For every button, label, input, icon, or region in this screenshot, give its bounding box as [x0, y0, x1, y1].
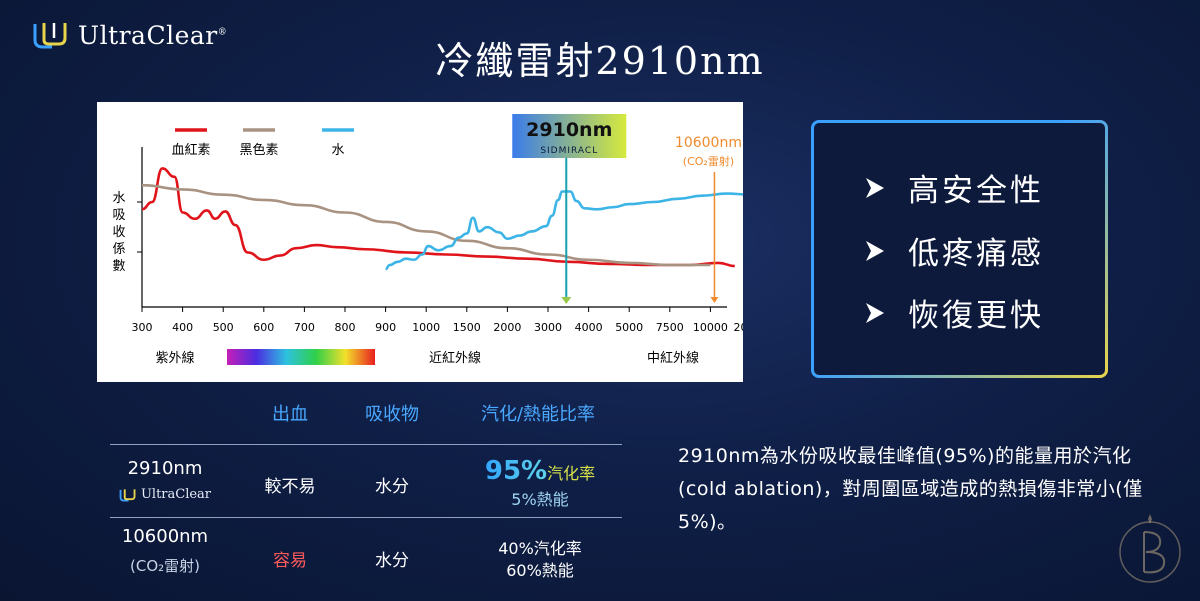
x-tick-label: 800 [335, 321, 356, 334]
chevron-right-icon [866, 302, 884, 323]
legend-label: 黑色素 [239, 142, 278, 158]
spectrum-label: 中紅外線 [647, 350, 699, 366]
spectrum-labels: 紫外線 近紅外線 中紅外線 [155, 350, 699, 366]
marker-2910-label: 2910nm [526, 119, 612, 141]
series-line-黑色素 [141, 183, 711, 267]
benefit-item: 低疼痛感 [862, 228, 1044, 273]
x-tick-label: 1500 [453, 321, 481, 334]
spectrum-label: 近紅外線 [429, 350, 481, 366]
marker-10600-label: 10600nm [675, 135, 742, 151]
marker-10600-sub: (CO₂雷射) [683, 154, 734, 168]
x-tick-label: 10000 [693, 321, 728, 334]
benefits-panel: 高安全性 低疼痛感 恢復更快 [811, 120, 1108, 378]
header-ratio: 汽化/熱能比率 [480, 404, 596, 425]
marker-2910-sub: SIDMIRACL [540, 146, 598, 156]
row1-ratio: 95%汽化率 5%熱能 [484, 456, 596, 509]
x-tick-label: 4000 [575, 321, 603, 334]
x-tick-label: 400 [172, 321, 193, 334]
row2-absorber: 水分 [375, 551, 409, 571]
benefit-item: 高安全性 [862, 165, 1044, 210]
x-tick-label: 7500 [656, 321, 684, 334]
x-tick-label: 500 [213, 321, 234, 334]
x-tick-label: 600 [253, 321, 274, 334]
description-text: 2910nm為水份吸收最佳峰值(95%)的能量用於汽化(cold ablatio… [678, 445, 1143, 533]
x-tick-label: 5000 [615, 321, 643, 334]
marker-2910-box [512, 114, 627, 158]
row1-absorber: 水分 [375, 477, 409, 497]
page-title: 冷纖雷射2910nm [435, 39, 765, 83]
marker-10600-arrowhead [710, 297, 719, 303]
legend-label: 血紅素 [171, 143, 210, 158]
spectrum-label: 紫外線 [155, 350, 194, 366]
y-axis-label-char: 數 [112, 259, 125, 274]
chart-series [141, 167, 743, 271]
y-axis-label-char: 水 [112, 191, 125, 206]
legend-label: 水 [331, 143, 344, 158]
x-tick-label: 20000 [734, 321, 744, 334]
row2-bleeding: 容易 [273, 551, 307, 571]
x-tick-label: 300 [132, 321, 153, 334]
x-tick-label: 3000 [534, 321, 562, 334]
spectrum-gradient-bar [227, 349, 375, 365]
x-axis-ticks: 300 400 500 600 700 800 900 1000 1500 2000 3000 400… [132, 307, 744, 334]
absorption-chart: 水吸收係數 血紅素 黑色素水 300 400 500 600 700 800 900 1000 1… [97, 102, 743, 382]
series-line-水 [385, 190, 743, 271]
row2-wavelength: 10600nm (CO₂雷射) [121, 526, 209, 575]
row1-wavelength: 2910nm UltraClear [110, 458, 220, 502]
chevron-right-icon [866, 177, 884, 198]
divider [110, 517, 622, 518]
y-axis-label-char: 係 [112, 242, 125, 257]
x-tick-label: 2000 [493, 321, 521, 334]
row1-brand: UltraClear [110, 487, 220, 502]
y-axis-label-char: 吸 [112, 208, 125, 223]
brand-logo: UltraClear® [32, 20, 227, 50]
header-absorber: 吸收物 [365, 404, 419, 425]
chart-svg: 水吸收係數 血紅素 黑色素水 300 400 500 600 700 800 900 1000 1… [112, 114, 744, 366]
header-bleeding: 出血 [272, 404, 308, 425]
wavelength-markers: 2910nm SIDMIRACL 10600nm (CO₂雷射) [512, 114, 742, 304]
x-tick-label: 1000 [412, 321, 440, 334]
series-line-血紅素 [141, 167, 735, 268]
b-monogram-seal-icon [1119, 514, 1181, 583]
chart-axes [137, 147, 727, 308]
brand-name: UltraClear® [78, 20, 228, 50]
x-tick-label: 900 [375, 321, 396, 334]
ultraclear-logo-icon [119, 488, 136, 502]
y-axis-label-char: 收 [112, 225, 125, 240]
chevron-right-icon [866, 240, 884, 261]
marker-2910-arrowhead [561, 297, 572, 304]
benefit-item: 恢復更快 [862, 290, 1044, 335]
x-tick-label: 700 [294, 321, 315, 334]
divider [110, 444, 622, 445]
chart-legend: 血紅素 黑色素 水 [171, 128, 354, 158]
ultraclear-logo-icon [33, 23, 67, 49]
row1-bleeding: 較不易 [264, 477, 316, 497]
row2-ratio: 40%汽化率 60%熱能 [498, 539, 582, 580]
